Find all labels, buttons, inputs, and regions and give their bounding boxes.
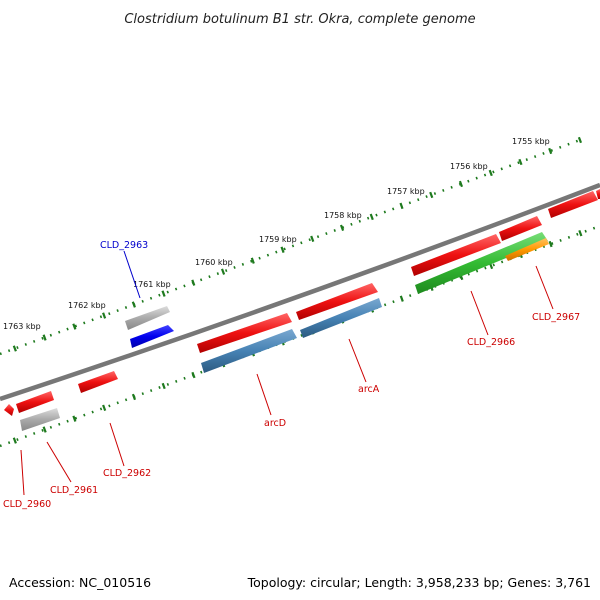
gene-cld-2967[interactable] [505,238,549,261]
genome-summary-text: Topology: circular; Length: 3,958,233 bp… [247,575,591,590]
scale-label-1759: 1759 kbp [259,235,297,244]
gene-cld-2961[interactable] [20,408,60,431]
scale-label-1760: 1760 kbp [195,258,233,267]
label-leaders [20,250,554,496]
inner-major-tick-18 [548,240,553,248]
gene-arca[interactable] [300,298,382,338]
gene-red-upper-2[interactable] [548,191,598,218]
gene-label-cld-2960[interactable]: CLD_2960 [3,499,51,510]
outer-major-tick-14 [429,191,434,199]
leader-arcd [256,373,272,416]
inner-major-tick-6 [191,371,196,379]
gene-label-cld-2963[interactable]: CLD_2963 [100,240,148,251]
gene-label-cld-2967[interactable]: CLD_2967 [532,312,580,323]
outer-major-tick-4 [131,301,136,308]
gene-arca-red[interactable] [296,283,378,320]
gene-label-arca[interactable]: arcA [358,384,380,395]
outer-major-tick-17 [518,158,523,166]
major-ticks [12,136,583,444]
leader-cld-2967 [535,265,554,310]
gene-arcd-red[interactable] [197,313,292,353]
outer-major-tick-0 [12,345,17,352]
outer-major-tick-12 [369,213,374,221]
gene-arcd[interactable] [201,329,297,373]
inner-major-tick-1 [42,426,47,433]
outer-major-tick-3 [102,312,107,319]
gene-labels: CLD_2963 CLD_2967 CLD_2966 arcA arcD CLD… [3,240,580,510]
scale-label-1762: 1762 kbp [68,301,106,310]
scale-label-1757: 1757 kbp [387,187,425,196]
scale-labels: 1755 kbp 1756 kbp 1757 kbp 1758 kbp 1759… [3,137,550,331]
inner-major-tick-5 [161,382,166,390]
outer-major-tick-13 [399,202,404,210]
inner-major-tick-3 [102,404,107,411]
leader-cld-2960 [20,449,25,496]
scale-label-1756: 1756 kbp [450,162,488,171]
outer-major-tick-7 [220,268,226,275]
gene-red-upper-3[interactable] [596,189,600,199]
gene-cld-2963-cds[interactable] [130,325,174,348]
gene-red-1[interactable] [4,404,14,416]
gene-label-cld-2962[interactable]: CLD_2962 [103,468,151,479]
gene-cld-2963[interactable] [125,306,170,330]
gene-cld-2966-red[interactable] [411,234,501,276]
inner-major-tick-13 [399,295,404,302]
genome-backbone [0,182,600,402]
scale-label-1758: 1758 kbp [324,211,362,220]
inner-major-tick-2 [72,415,77,422]
outer-major-tick-6 [191,279,196,286]
outer-major-tick-15 [458,180,464,188]
leader-cld-2966 [470,290,489,336]
gene-label-cld-2961[interactable]: CLD_2961 [50,485,98,496]
gene-cld-2962[interactable] [78,371,118,393]
outer-major-tick-9 [280,246,285,253]
outer-major-tick-11 [339,224,345,231]
outer-major-tick-8 [250,257,255,264]
outer-major-tick-16 [488,169,493,177]
scale-label-1755: 1755 kbp [512,137,550,146]
leader-arca [348,338,367,383]
outer-major-tick-19 [577,136,583,144]
inner-major-tick-4 [131,393,137,401]
outer-major-tick-10 [310,235,315,242]
scale-label-1761: 1761 kbp [133,280,171,289]
inner-major-tick-0 [12,437,17,444]
outer-major-tick-18 [548,147,553,155]
map-title: Clostridium botulinum B1 str. Okra, comp… [124,12,475,27]
outer-major-tick-1 [42,334,47,341]
outer-major-tick-5 [161,290,166,297]
leader-cld-2962 [109,422,125,467]
gene-cld-2966[interactable] [415,232,548,294]
leader-cld-2961 [46,441,72,483]
inner-major-tick-19 [578,230,583,237]
accession-text: Accession: NC_010516 [9,575,151,590]
gene-features [4,189,600,431]
gene-label-arcd[interactable]: arcD [264,418,286,429]
gene-red-upper-1[interactable] [499,216,542,241]
gene-red-2[interactable] [16,391,54,413]
outer-major-tick-2 [72,323,77,330]
gene-label-cld-2966[interactable]: CLD_2966 [467,337,515,348]
scale-label-1763: 1763 kbp [3,322,41,331]
leader-cld-2963 [123,250,141,299]
